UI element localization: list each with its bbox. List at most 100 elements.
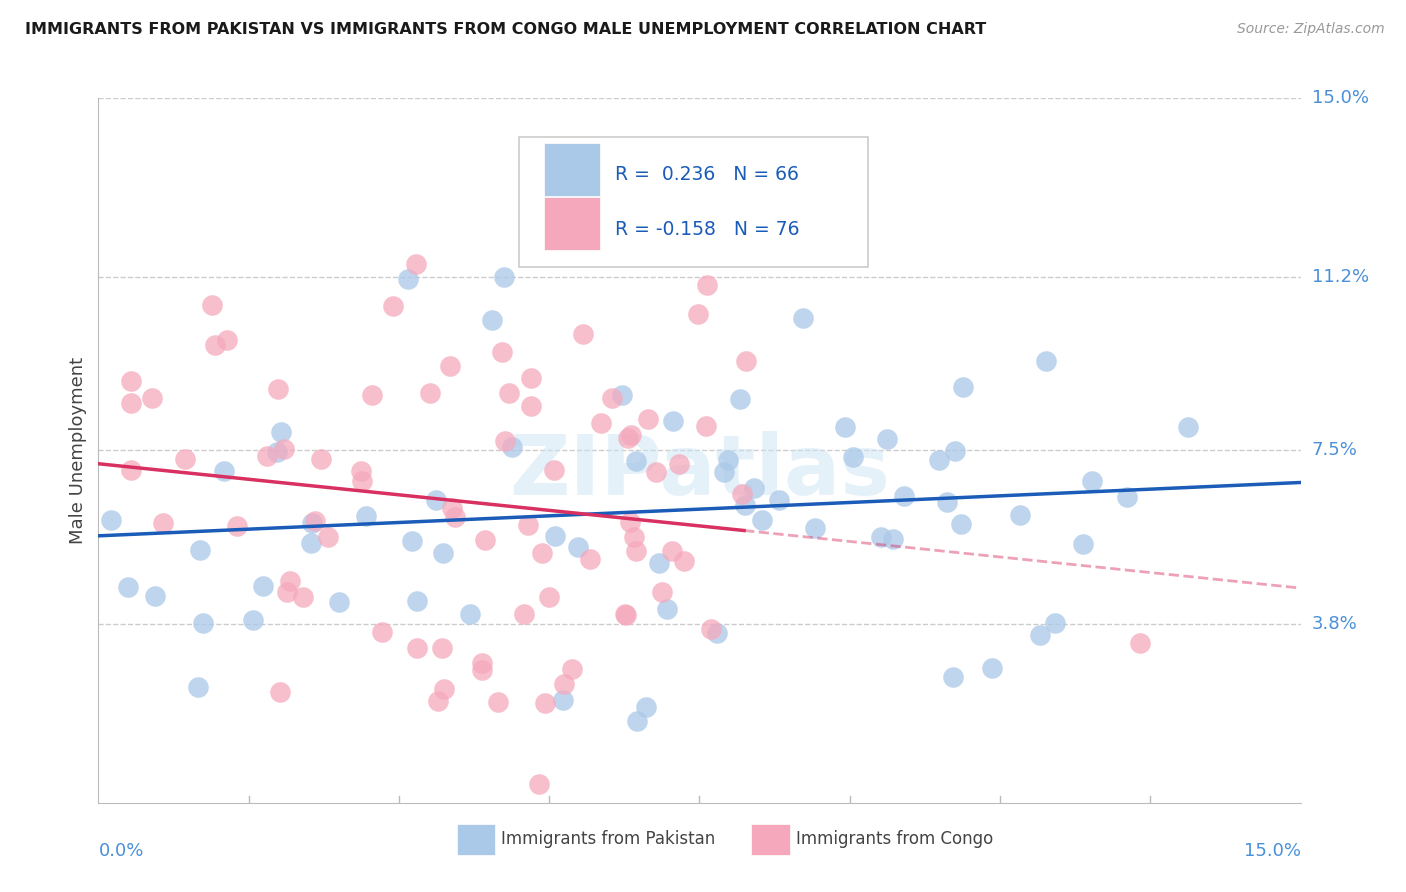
Point: [672, 554, 695, 568]
FancyBboxPatch shape: [751, 824, 790, 855]
Text: ZIPatlas: ZIPatlas: [509, 431, 890, 512]
Point: [728, 392, 751, 406]
Point: [491, 344, 513, 359]
Point: [242, 613, 264, 627]
FancyBboxPatch shape: [544, 197, 600, 251]
Point: [141, 391, 163, 405]
Point: [1045, 615, 1067, 630]
FancyBboxPatch shape: [457, 824, 495, 855]
Point: [530, 546, 553, 560]
Point: [624, 544, 647, 558]
Text: Immigrants from Pakistan: Immigrants from Pakistan: [501, 830, 716, 848]
Point: [501, 440, 523, 454]
Point: [441, 501, 464, 516]
Point: [943, 443, 966, 458]
Point: [751, 513, 773, 527]
Text: 7.5%: 7.5%: [1312, 442, 1358, 459]
Text: 11.2%: 11.2%: [1312, 268, 1369, 285]
Point: [1177, 420, 1199, 434]
Point: [191, 615, 214, 630]
Point: [474, 533, 496, 547]
Point: [486, 695, 509, 709]
Y-axis label: Male Unemployment: Male Unemployment: [69, 357, 87, 544]
Point: [266, 445, 288, 459]
Point: [561, 662, 583, 676]
Point: [328, 595, 350, 609]
Point: [700, 622, 723, 636]
Point: [1116, 490, 1139, 504]
Point: [120, 463, 142, 477]
Point: [567, 540, 589, 554]
Point: [270, 425, 292, 440]
Point: [517, 517, 540, 532]
Point: [269, 684, 291, 698]
Point: [406, 594, 429, 608]
Point: [553, 677, 575, 691]
Point: [529, 777, 551, 791]
Point: [834, 420, 856, 434]
Point: [792, 310, 814, 325]
Point: [589, 416, 612, 430]
Point: [444, 510, 467, 524]
Point: [425, 492, 447, 507]
Point: [882, 532, 904, 546]
Point: [201, 298, 224, 312]
Point: [695, 419, 717, 434]
Point: [309, 452, 332, 467]
Point: [1081, 474, 1104, 488]
Text: Immigrants from Congo: Immigrants from Congo: [796, 830, 993, 848]
Point: [1010, 508, 1032, 522]
Point: [876, 432, 898, 446]
Point: [188, 543, 211, 558]
Point: [120, 396, 142, 410]
Point: [1035, 354, 1057, 368]
Point: [1029, 628, 1052, 642]
Point: [610, 388, 633, 402]
Point: [648, 556, 671, 570]
Text: 3.8%: 3.8%: [1312, 615, 1357, 633]
Point: [520, 399, 543, 413]
Point: [152, 516, 174, 531]
Point: [117, 580, 139, 594]
Point: [661, 544, 683, 558]
Point: [619, 515, 641, 529]
Point: [538, 590, 561, 604]
Point: [291, 590, 314, 604]
Point: [579, 552, 602, 566]
Point: [1129, 636, 1152, 650]
Text: 15.0%: 15.0%: [1312, 89, 1368, 107]
Point: [492, 269, 515, 284]
Point: [731, 486, 754, 500]
Point: [458, 607, 481, 621]
Point: [952, 380, 974, 394]
Point: [278, 574, 301, 589]
Point: [942, 669, 965, 683]
Point: [804, 521, 827, 535]
Text: 15.0%: 15.0%: [1243, 842, 1301, 860]
Point: [214, 464, 236, 478]
Point: [620, 427, 643, 442]
Point: [204, 338, 226, 352]
Point: [471, 663, 494, 677]
Point: [981, 661, 1004, 675]
Point: [299, 536, 322, 550]
Point: [529, 185, 551, 199]
Point: [572, 326, 595, 341]
Point: [174, 452, 197, 467]
Point: [316, 530, 339, 544]
Point: [613, 607, 636, 621]
Point: [661, 414, 683, 428]
Point: [426, 694, 449, 708]
Point: [657, 602, 679, 616]
Point: [267, 383, 290, 397]
Point: [624, 454, 647, 468]
Point: [405, 640, 427, 655]
Point: [1071, 536, 1094, 550]
Point: [356, 508, 378, 523]
Point: [430, 640, 453, 655]
Point: [768, 492, 790, 507]
Point: [893, 489, 915, 503]
Point: [120, 374, 142, 388]
Point: [215, 333, 238, 347]
FancyBboxPatch shape: [519, 136, 868, 268]
